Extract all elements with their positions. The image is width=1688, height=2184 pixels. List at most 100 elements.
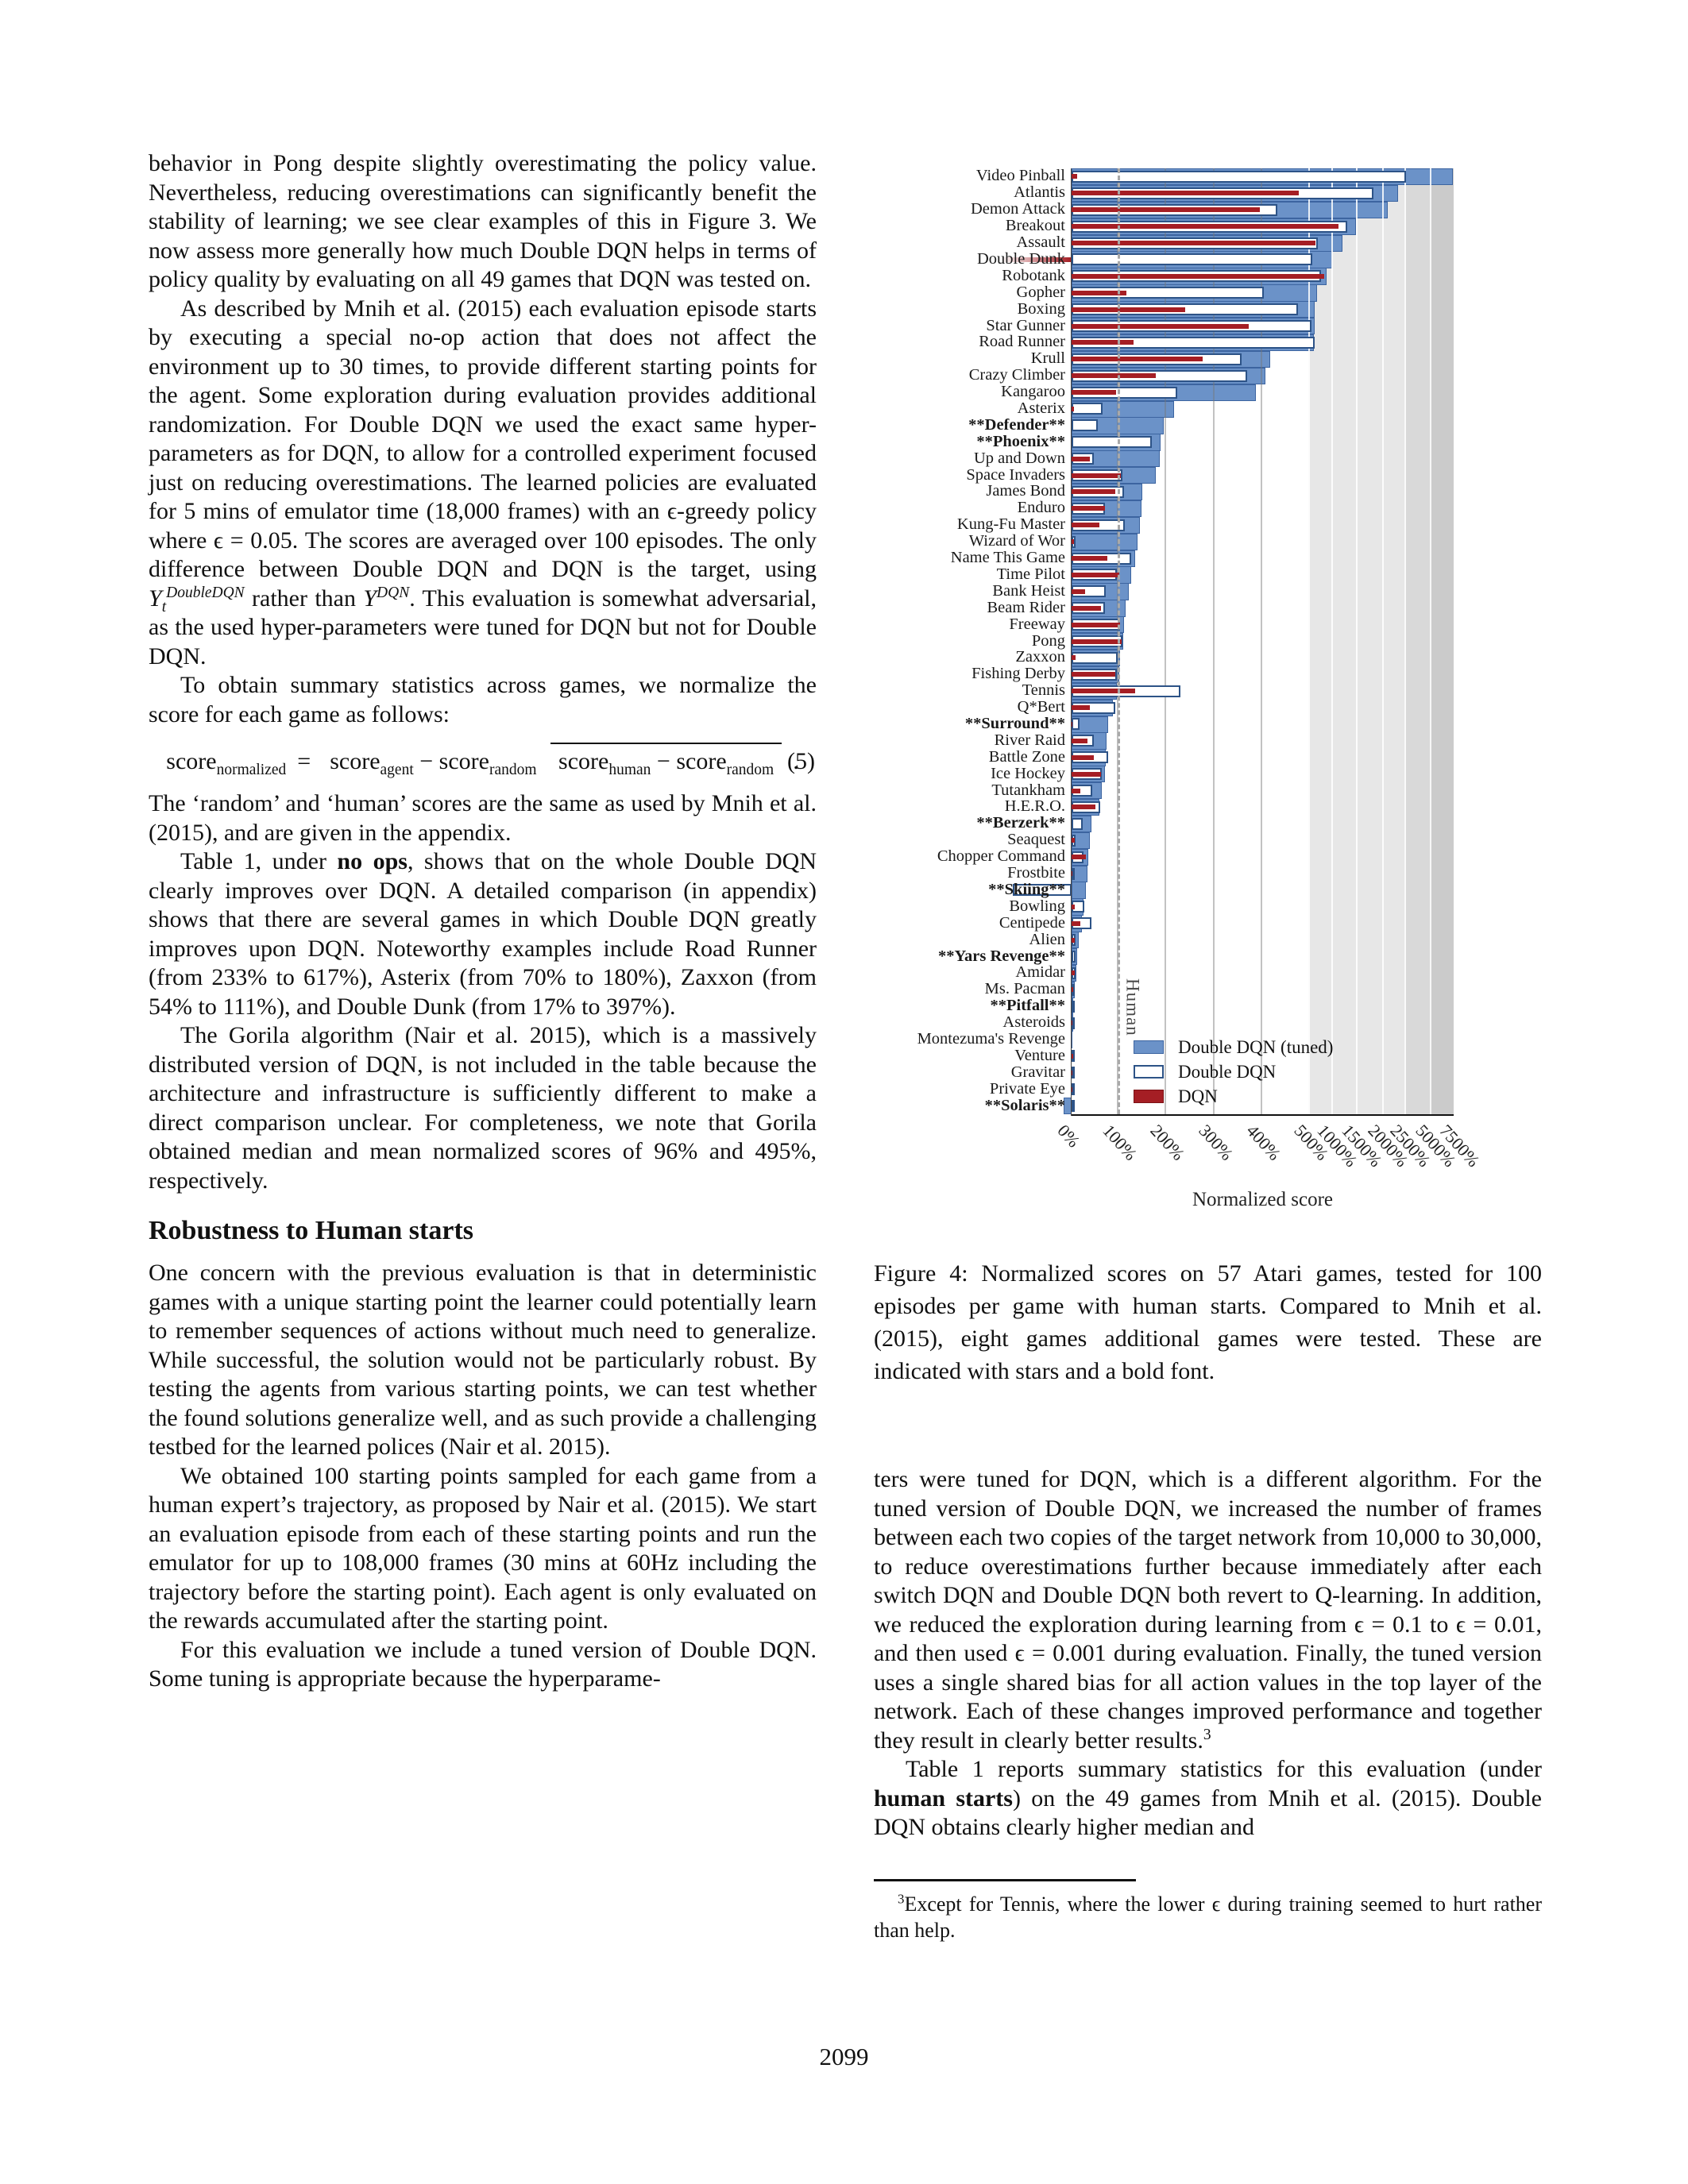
bar-double-dqn — [1072, 303, 1298, 316]
game-label: Space Invaders — [966, 465, 1065, 484]
footnote-number: 3 — [898, 1891, 905, 1907]
bar-dqn — [1072, 639, 1122, 644]
bar-dqn — [1072, 556, 1108, 561]
bar-double-dqn-tuned — [1072, 251, 1332, 268]
bar-double-dqn-tuned — [1072, 184, 1399, 203]
x-tick-label: 500% — [1290, 1121, 1333, 1164]
gridline — [1404, 168, 1406, 1114]
bar-double-dqn — [1072, 519, 1125, 531]
bar-double-dqn — [1072, 353, 1242, 365]
bar-dqn — [1072, 904, 1075, 909]
game-label: Star Gunner — [986, 316, 1065, 334]
bar-double-dqn-tuned — [1072, 915, 1083, 932]
bar-double-dqn-tuned — [1072, 533, 1138, 550]
game-label: Robotank — [1002, 266, 1065, 284]
text-run: . This evaluation is somewhat adversaria… — [149, 585, 817, 669]
chart-band — [1308, 168, 1404, 1114]
bar-double-dqn — [1072, 469, 1122, 482]
game-label: Gopher — [1016, 283, 1065, 301]
bar-double-dqn — [1072, 535, 1076, 548]
game-label: Kung-Fu Master — [956, 515, 1065, 534]
bar-dqn — [1072, 937, 1075, 943]
bar-double-dqn — [1072, 336, 1315, 349]
game-label: Atlantis — [1014, 183, 1065, 202]
bar-double-dqn — [1072, 934, 1076, 947]
bar-double-dqn-tuned — [1072, 218, 1356, 235]
x-tick-label: 300% — [1195, 1121, 1238, 1164]
bar-double-dqn — [1072, 785, 1092, 797]
bar-double-dqn-tuned — [1072, 201, 1389, 219]
legend-swatch-ddqn — [1134, 1065, 1164, 1078]
bar-dqn — [1072, 655, 1076, 661]
chart-band — [1404, 168, 1430, 1114]
math-y-dqn: YDQN — [363, 584, 410, 612]
page-number: 2099 — [819, 2043, 869, 2070]
game-label: **Berzerk** — [976, 814, 1065, 832]
game-label: Centipede — [999, 913, 1065, 932]
bar-double-dqn — [1072, 834, 1076, 847]
game-label: Krull — [1030, 349, 1065, 368]
legend-label-ddqn: Double DQN — [1178, 1062, 1277, 1082]
game-label: Seaquest — [1007, 831, 1065, 849]
bar-double-dqn — [1072, 685, 1181, 697]
bar-double-dqn — [1072, 320, 1311, 332]
bar-dqn — [1072, 705, 1091, 711]
paragraph-tuning-details: ters were tuned for DQN, which is a diff… — [874, 1465, 1542, 1755]
bar-double-dqn — [1072, 287, 1264, 299]
legend-label-ddqn_tuned: Double DQN (tuned) — [1178, 1037, 1334, 1057]
bar-double-dqn — [1072, 203, 1277, 216]
paragraph-tuned-version: For this evaluation we include a tuned v… — [149, 1636, 817, 1692]
game-label: Gravitar — [1010, 1063, 1065, 1081]
bar-double-dqn — [1072, 1000, 1075, 1013]
bar-dqn — [1072, 406, 1074, 411]
bar-double-dqn-tuned — [1072, 782, 1103, 800]
game-label: Enduro — [1017, 499, 1065, 517]
bar-double-dqn-tuned — [1072, 932, 1079, 949]
bar-double-dqn — [1072, 502, 1106, 515]
paragraph-behavior: behavior in Pong despite slightly overes… — [149, 150, 817, 292]
bar-double-dqn-tuned — [1072, 699, 1113, 716]
text-run: rather than — [244, 585, 364, 612]
gridline — [1356, 168, 1358, 1114]
paragraph-table1-humanstarts: Table 1 reports summary statistics for t… — [874, 1755, 1542, 1843]
bar-double-dqn-tuned — [1072, 964, 1076, 982]
game-label: Amidar — [1015, 963, 1065, 982]
bar-dqn — [1072, 738, 1088, 743]
footnote-block: 3Except for Tennis, where the lower ϵ du… — [874, 1879, 1542, 1943]
text-run: ters were tuned for DQN, which is a diff… — [874, 1466, 1542, 1754]
bar-double-dqn — [1072, 270, 1322, 283]
bar-double-dqn — [1072, 1017, 1075, 1029]
legend-swatch-dqn — [1134, 1090, 1164, 1103]
game-label: Road Runner — [979, 333, 1065, 351]
right-column: ters were tuned for DQN, which is a diff… — [874, 1465, 1542, 1843]
bar-double-dqn-tuned — [1072, 467, 1157, 484]
game-label: Demon Attack — [971, 200, 1065, 218]
bar-dqn — [1072, 373, 1157, 379]
bar-double-dqn-tuned — [1072, 450, 1160, 468]
x-axis-title: Normalized score — [1192, 1189, 1333, 1210]
bar-dqn — [1072, 207, 1260, 213]
bar-double-dqn-tuned — [1072, 732, 1107, 750]
human-reference-line — [1118, 168, 1121, 1114]
bar-double-dqn-tuned — [1072, 600, 1126, 617]
bar-dqn — [1072, 605, 1101, 611]
gridline — [1454, 168, 1455, 1114]
bar-double-dqn-tuned — [1072, 350, 1271, 369]
gridline — [1331, 168, 1333, 1114]
bar-dqn — [1072, 788, 1081, 793]
game-label: Venture — [1014, 1046, 1065, 1064]
game-label: Double Dunk — [976, 249, 1065, 268]
section-heading-robustness: Robustness to Human starts — [149, 1216, 473, 1245]
bar-double-dqn-tuned — [1072, 616, 1124, 634]
gridline — [1430, 168, 1431, 1114]
paragraph-normalize-intro: To obtain summary statistics across game… — [149, 672, 817, 727]
bar-double-dqn — [1072, 419, 1098, 432]
bar-double-dqn — [1013, 884, 1072, 897]
game-label: Frostbite — [1007, 864, 1065, 882]
bar-double-dqn-tuned — [1072, 516, 1141, 534]
bar-double-dqn-tuned — [1072, 882, 1087, 899]
gridline — [1308, 168, 1310, 1114]
chart-band — [1430, 168, 1454, 1114]
bar-double-dqn — [1072, 701, 1115, 714]
figure-4-caption: Figure 4: Normalized scores on 57 Atari … — [874, 1260, 1542, 1384]
